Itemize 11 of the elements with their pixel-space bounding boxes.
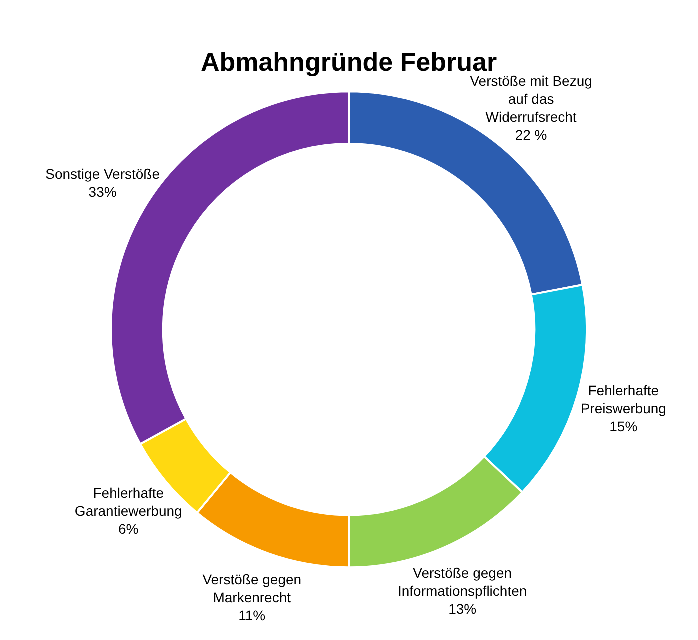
slice-label: Fehlerhafte Preiswerbung — [580, 382, 666, 416]
data-label: 15% — [610, 418, 638, 434]
slice-label: Sonstige Verstöße — [46, 166, 160, 182]
data-label: 33% — [88, 184, 117, 200]
data-label: 6% — [118, 520, 139, 537]
slice-label: Verstöße gegen Informationspflichten — [398, 564, 528, 599]
data-label: 22 % — [515, 127, 548, 144]
data-label: 13% — [448, 600, 477, 617]
slice-label: Verstöße gegen Markenrecht — [202, 572, 302, 606]
data-label: 11% — [238, 608, 266, 624]
slice-label: Fehlerhafte Garantiewerbung — [74, 484, 182, 519]
